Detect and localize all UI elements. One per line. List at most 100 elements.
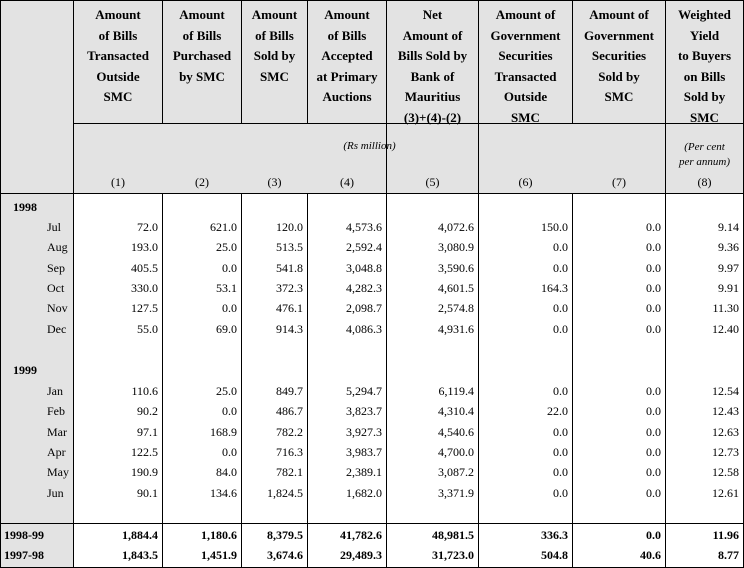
table-cell: 486.7	[276, 404, 303, 419]
table-cell: 12.63	[712, 424, 739, 439]
column-number-6: (6)	[518, 175, 533, 189]
header-col-5: Net Amount of Bills Sold by Bank of Mauritiu…	[397, 7, 468, 125]
table-cell: 0.0	[646, 280, 661, 295]
table-cell: 0.0	[646, 528, 661, 542]
row-label: May	[47, 465, 69, 480]
table-cell: 69.0	[216, 321, 237, 336]
column-number-4: (4)	[340, 175, 354, 189]
col-divider-label	[73, 1, 74, 567]
table-cell: 9.36	[718, 240, 739, 255]
row-label: Apr	[47, 444, 66, 459]
table-cell: 0.0	[646, 465, 661, 480]
table-cell: 193.0	[131, 240, 158, 255]
column-number-5: (5)	[425, 175, 440, 189]
table-cell: 1,824.5	[267, 485, 303, 500]
table-cell: 1,884.4	[122, 528, 158, 542]
table-cell: 2,592.4	[346, 240, 382, 255]
table-cell: 12.58	[712, 465, 739, 480]
table-cell: 0.0	[222, 444, 237, 459]
row-label: Jun	[47, 485, 64, 500]
table-cell: 9.14	[718, 220, 739, 234]
table-cell: 12.40	[712, 321, 739, 336]
table-cell: 4,601.5	[438, 280, 474, 295]
table-cell: 84.0	[216, 465, 237, 480]
table-cell: 1,843.5	[122, 548, 158, 562]
col-divider-4	[386, 1, 387, 567]
table-cell: 0.0	[553, 424, 568, 439]
table-cell: 3,823.7	[346, 404, 382, 419]
column-number-2: (2)	[195, 175, 209, 189]
table-cell: 2,574.8	[438, 301, 474, 316]
table-row: Apr 122.5 0.0 716.3 3,983.7 4,700.0 0.0 0.0 12.7…	[1, 442, 744, 462]
table-cell: 3,590.6	[438, 260, 474, 275]
table-cell: 4,931.6	[438, 321, 474, 336]
table-cell: 3,983.7	[346, 444, 382, 459]
table-cell: 5,294.7	[346, 384, 382, 398]
header-row-shading	[73, 1, 743, 123]
table-cell: 4,700.0	[438, 444, 474, 459]
units-per-cent: (Per cent	[684, 141, 725, 153]
table-cell: 97.1	[137, 424, 158, 439]
table-cell: 2,389.1	[346, 465, 382, 480]
table-row: Nov 127.5 0.0 476.1 2,098.7 2,574.8 0.0 0.0 11.3…	[1, 298, 744, 318]
table-cell: 336.3	[541, 528, 568, 542]
table-cell: 621.0	[210, 220, 237, 234]
table-cell: 0.0	[646, 301, 661, 316]
table-cell: 8.77	[718, 548, 739, 562]
header-col-1: Amount of Bills Transacted Outside SMC	[87, 7, 149, 104]
table-cell: 3,674.6	[267, 548, 303, 562]
table-cell: 0.0	[553, 465, 568, 480]
table-cell: 0.0	[222, 404, 237, 419]
table-cell: 849.7	[276, 384, 303, 398]
table-cell: 3,087.2	[438, 465, 474, 480]
table-cell: 29,489.3	[340, 548, 382, 562]
table-cell: 55.0	[137, 321, 158, 336]
table-cell: 0.0	[553, 384, 568, 398]
table-cell: 4,086.3	[346, 321, 382, 336]
table-cell: 0.0	[646, 424, 661, 439]
table-cell: 134.6	[210, 485, 237, 500]
row-label: Dec	[47, 321, 67, 336]
table-row: 1998-99 1,884.4 1,180.6 8,379.5 41,782.6 48,9…	[1, 525, 744, 545]
col-divider-3	[307, 1, 308, 123]
header-col-6: Amount of Government Securities Transacted O…	[490, 7, 561, 125]
table-cell: 3,371.9	[438, 485, 474, 500]
table-cell: 48,981.5	[432, 528, 474, 542]
table-row: 1997-98 1,843.5 1,451.9 3,674.6 29,489.3 31,7…	[1, 545, 744, 565]
col-divider-1-body	[162, 193, 163, 567]
units-rule	[1, 193, 743, 194]
table-row: Jan 110.6 25.0 849.7 5,294.7 6,119.4 0.0 0.0 12.…	[1, 381, 744, 401]
table-cell: 0.0	[553, 301, 568, 316]
column-number-1: (1)	[111, 175, 125, 189]
table-cell: 914.3	[276, 321, 303, 336]
table-row: Feb 90.2 0.0 486.7 3,823.7 4,310.4 22.0 0.0 12.4…	[1, 401, 744, 421]
table-cell: 72.0	[137, 220, 158, 234]
table-cell: 90.1	[137, 485, 158, 500]
row-label: Mar	[47, 424, 67, 439]
units-row-shading	[73, 124, 743, 193]
table-cell: 25.0	[216, 240, 237, 255]
table-cell: 12.73	[712, 444, 739, 459]
table-cell: 168.9	[210, 424, 237, 439]
table-cell: 372.3	[276, 280, 303, 295]
table-cell: 476.1	[276, 301, 303, 316]
row-label: 1997-98	[4, 548, 44, 562]
table-cell: 22.0	[547, 404, 568, 419]
table-cell: 3,080.9	[438, 240, 474, 255]
table-cell: 127.5	[131, 301, 158, 316]
table-cell: 110.6	[131, 384, 158, 398]
col-divider-6-body	[572, 193, 573, 567]
table-row: Mar 97.1 168.9 782.2 3,927.3 4,540.6 0.0 0.0 12.…	[1, 422, 744, 442]
table-cell: 3,927.3	[346, 424, 382, 439]
table-cell: 1,682.0	[346, 485, 382, 500]
table-cell: 9.91	[718, 280, 739, 295]
row-label: 1998-99	[4, 528, 44, 542]
table-cell: 0.0	[553, 444, 568, 459]
table-cell: 12.61	[712, 485, 739, 500]
header-col-4: Amount of Bills Accepted at Primary Auctions	[316, 7, 378, 104]
row-label: Feb	[47, 404, 65, 419]
units-per-annum: per annum)	[678, 156, 731, 168]
year-label-1998: 1998	[13, 200, 37, 214]
table-cell: 4,540.6	[438, 424, 474, 439]
table-cell: 0.0	[222, 260, 237, 275]
